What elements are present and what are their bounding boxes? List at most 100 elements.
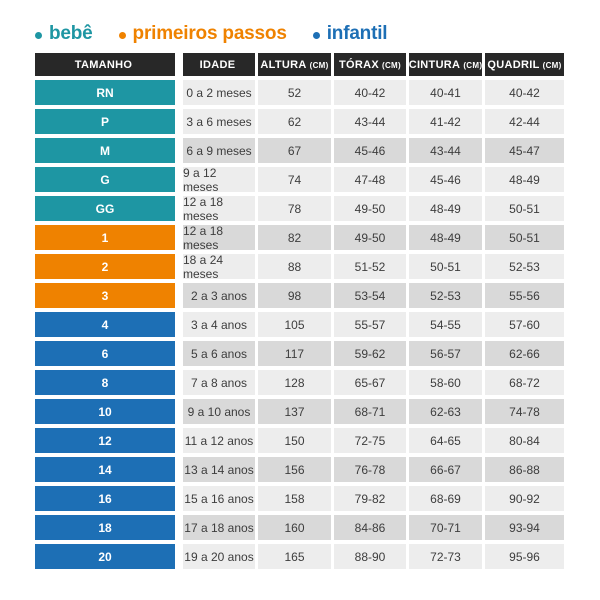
chest-cell: 51-52 xyxy=(334,254,406,279)
height-cell: 128 xyxy=(258,370,331,395)
size-cell: 14 xyxy=(35,457,175,482)
age-cell: 5 a 6 anos xyxy=(183,341,255,366)
age-cell: 17 a 18 anos xyxy=(183,515,255,540)
height-cell: 88 xyxy=(258,254,331,279)
size-cell: 20 xyxy=(35,544,175,569)
age-cell: 12 a 18 meses xyxy=(183,224,255,252)
waist-cell: 70-71 xyxy=(409,515,482,540)
hip-cell: 95-96 xyxy=(485,544,564,569)
table-row: 12 11 a 12 anos 150 72-75 64-65 80-84 xyxy=(35,428,565,453)
size-cell: 1 xyxy=(35,225,175,250)
height-cell: 137 xyxy=(258,399,331,424)
size-cell: 6 xyxy=(35,341,175,366)
size-table: TAMANHO IDADE ALTURA (CM) TÓRAX (CM) CINTU… xyxy=(35,53,565,573)
waist-cell: 43-44 xyxy=(409,138,482,163)
column-header-cintura: CINTURA (CM) xyxy=(409,53,482,76)
table-row: 8 7 a 8 anos 128 65-67 58-60 68-72 xyxy=(35,370,565,395)
height-cell: 156 xyxy=(258,457,331,482)
column-header-unit: (CM) xyxy=(309,61,329,70)
age-cell: 7 a 8 anos xyxy=(183,370,255,395)
column-header-unit: (CM) xyxy=(382,61,401,70)
size-cell: 2 xyxy=(35,254,175,279)
chest-cell: 65-67 xyxy=(334,370,406,395)
hip-cell: 57-60 xyxy=(485,312,564,337)
table-row: 14 13 a 14 anos 156 76-78 66-67 86-88 xyxy=(35,457,565,482)
age-cell: 18 a 24 meses xyxy=(183,253,255,281)
hip-cell: 52-53 xyxy=(485,254,564,279)
chest-cell: 88-90 xyxy=(334,544,406,569)
height-cell: 160 xyxy=(258,515,331,540)
column-header-label: IDADE xyxy=(199,58,236,71)
size-table-body: RN 0 a 2 meses 52 40-42 40-41 40-42 P 3 a 6 mes… xyxy=(35,80,565,569)
column-header-label: TÓRAX xyxy=(339,58,379,71)
table-row: 3 2 a 3 anos 98 53-54 52-53 55-56 xyxy=(35,283,565,308)
waist-cell: 40-41 xyxy=(409,80,482,105)
size-cell: G xyxy=(35,167,175,192)
hip-cell: 50-51 xyxy=(485,225,564,250)
age-cell: 0 a 2 meses xyxy=(183,80,255,105)
chest-cell: 47-48 xyxy=(334,167,406,192)
waist-cell: 48-49 xyxy=(409,196,482,221)
age-cell: 19 a 20 anos xyxy=(183,544,255,569)
table-row: 18 17 a 18 anos 160 84-86 70-71 93-94 xyxy=(35,515,565,540)
waist-cell: 45-46 xyxy=(409,167,482,192)
size-cell: 12 xyxy=(35,428,175,453)
size-cell: 8 xyxy=(35,370,175,395)
column-header-idade: IDADE xyxy=(183,53,255,76)
chest-cell: 40-42 xyxy=(334,80,406,105)
table-row: 10 9 a 10 anos 137 68-71 62-63 74-78 xyxy=(35,399,565,424)
bullet-icon xyxy=(118,31,126,39)
waist-cell: 66-67 xyxy=(409,457,482,482)
column-header-label: CINTURA xyxy=(408,58,461,71)
bullet-icon xyxy=(35,31,42,39)
hip-cell: 80-84 xyxy=(485,428,564,453)
chest-cell: 53-54 xyxy=(334,283,406,308)
legend-item-infantil: infantil xyxy=(312,23,388,45)
column-header-unit: (CM) xyxy=(542,61,562,70)
size-cell: M xyxy=(35,138,175,163)
age-cell: 2 a 3 anos xyxy=(183,283,255,308)
height-cell: 150 xyxy=(258,428,331,453)
column-header-tamanho: TAMANHO xyxy=(35,53,175,76)
column-header-label: ALTURA xyxy=(260,58,307,71)
size-cell: 18 xyxy=(35,515,175,540)
age-cell: 3 a 4 anos xyxy=(183,312,255,337)
hip-cell: 62-66 xyxy=(485,341,564,366)
table-row: 16 15 a 16 anos 158 79-82 68-69 90-92 xyxy=(35,486,565,511)
chest-cell: 49-50 xyxy=(334,196,406,221)
height-cell: 67 xyxy=(258,138,331,163)
height-cell: 52 xyxy=(258,80,331,105)
chest-cell: 59-62 xyxy=(334,341,406,366)
height-cell: 117 xyxy=(258,341,331,366)
hip-cell: 93-94 xyxy=(485,515,564,540)
age-cell: 11 a 12 anos xyxy=(183,428,255,453)
age-cell: 9 a 12 meses xyxy=(183,166,255,194)
age-cell: 15 a 16 anos xyxy=(183,486,255,511)
column-header-label: TAMANHO xyxy=(74,58,133,71)
height-cell: 105 xyxy=(258,312,331,337)
age-cell: 9 a 10 anos xyxy=(183,399,255,424)
legend-item-primeiros-passos: primeiros passos xyxy=(118,23,287,45)
table-row: P 3 a 6 meses 62 43-44 41-42 42-44 xyxy=(35,109,565,134)
hip-cell: 74-78 xyxy=(485,399,564,424)
waist-cell: 56-57 xyxy=(409,341,482,366)
legend: bebê primeiros passos infantil xyxy=(35,21,388,47)
column-header-label: QUADRIL xyxy=(487,58,540,71)
legend-item-bebe: bebê xyxy=(35,23,93,45)
age-cell: 3 a 6 meses xyxy=(183,109,255,134)
height-cell: 165 xyxy=(258,544,331,569)
table-row: RN 0 a 2 meses 52 40-42 40-41 40-42 xyxy=(35,80,565,105)
hip-cell: 45-47 xyxy=(485,138,564,163)
hip-cell: 68-72 xyxy=(485,370,564,395)
age-cell: 13 a 14 anos xyxy=(183,457,255,482)
size-cell: GG xyxy=(35,196,175,221)
chest-cell: 55-57 xyxy=(334,312,406,337)
size-cell: RN xyxy=(35,80,175,105)
legend-label-primeiros-passos: primeiros passos xyxy=(132,23,287,44)
table-row: GG 12 a 18 meses 78 49-50 48-49 50-51 xyxy=(35,195,565,223)
table-row: 4 3 a 4 anos 105 55-57 54-55 57-60 xyxy=(35,312,565,337)
chest-cell: 72-75 xyxy=(334,428,406,453)
waist-cell: 52-53 xyxy=(409,283,482,308)
hip-cell: 50-51 xyxy=(485,196,564,221)
